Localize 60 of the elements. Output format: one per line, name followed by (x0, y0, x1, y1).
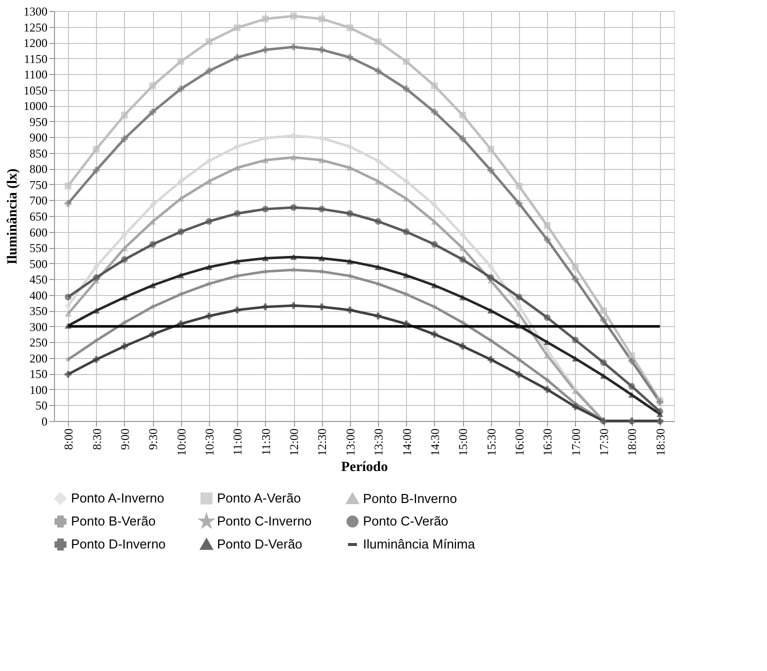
x-axis-title: Período (341, 460, 388, 475)
y-tick-label: 900 (30, 130, 48, 145)
y-axis-title: Iluminância (lx) (6, 168, 20, 265)
y-tick-label: 1250 (24, 20, 48, 34)
y-tick-label: 550 (30, 241, 48, 256)
y-tick-label: 1200 (24, 36, 48, 50)
x-tick-label: 11:30 (258, 428, 273, 456)
y-tick-label: 700 (30, 194, 48, 208)
x-tick-label: 18:30 (653, 428, 668, 456)
y-tick-label: 250 (30, 336, 48, 350)
y-tick-label: 100 (30, 382, 48, 397)
x-tick-label: 16:00 (512, 428, 526, 456)
y-tick-label: 500 (30, 256, 48, 271)
y-tick-label: 400 (30, 288, 48, 302)
y-tick-label: 0 (42, 414, 48, 428)
x-tick-label: 17:00 (568, 428, 583, 456)
x-tick-label: 12:30 (315, 428, 330, 456)
legend-label: Ponto A-Verão (217, 490, 301, 506)
x-tick-label: 10:30 (202, 428, 216, 456)
y-tick-label: 950 (30, 114, 48, 129)
legend-label: Ponto C-Inverno (217, 514, 312, 528)
x-tick-label: 10:00 (174, 428, 188, 456)
y-tick-label: 600 (30, 225, 48, 240)
y-tick-label: 200 (30, 351, 48, 366)
legend-label: Ponto D-Inverno (71, 536, 166, 552)
y-tick-label: 1150 (24, 52, 48, 66)
legend-label: Iluminância Mínima (363, 536, 476, 552)
y-tick-label: 1300 (24, 4, 48, 18)
y-tick-label: 1050 (24, 83, 48, 98)
x-tick-label: 8:30 (90, 428, 104, 450)
y-tick-label: 300 (30, 320, 48, 334)
x-tick-label: 13:00 (343, 428, 358, 456)
x-tick-label: 17:30 (597, 428, 612, 456)
y-tick-label: 750 (30, 178, 48, 192)
legend-label: Ponto B-Verão (71, 514, 156, 528)
y-tick-label: 450 (30, 272, 48, 287)
y-tick-label: 800 (30, 162, 48, 176)
x-tick-label: 13:30 (372, 428, 386, 456)
y-tick-label: 350 (30, 304, 48, 318)
x-tick-label: 9:30 (146, 428, 160, 450)
legend-label: Ponto C-Verão (363, 514, 448, 528)
x-tick-label: 9:00 (118, 428, 132, 450)
y-tick-label: 150 (30, 367, 48, 382)
x-tick-label: 15:00 (456, 428, 470, 456)
x-tick-label: 12:00 (287, 428, 302, 456)
y-tick-label: 850 (30, 146, 48, 160)
y-tick-label: 1000 (24, 99, 48, 114)
legend-label: Ponto B-Inverno (363, 490, 457, 506)
x-tick-label: 16:30 (540, 428, 555, 456)
y-tick-label: 1100 (24, 68, 48, 82)
legend-label: Ponto D-Verão (217, 536, 302, 552)
x-tick-label: 14:00 (400, 428, 414, 456)
legend-label: Ponto A-Inverno (71, 490, 164, 506)
y-tick-label: 50 (36, 398, 48, 413)
x-tick-label: 14:30 (428, 428, 442, 456)
x-tick-label: 18:00 (625, 428, 640, 456)
x-tick-label: 8:00 (62, 428, 76, 450)
y-tick-label: 650 (30, 210, 48, 224)
x-tick-label: 15:30 (484, 428, 498, 456)
x-tick-label: 11:00 (230, 428, 245, 456)
